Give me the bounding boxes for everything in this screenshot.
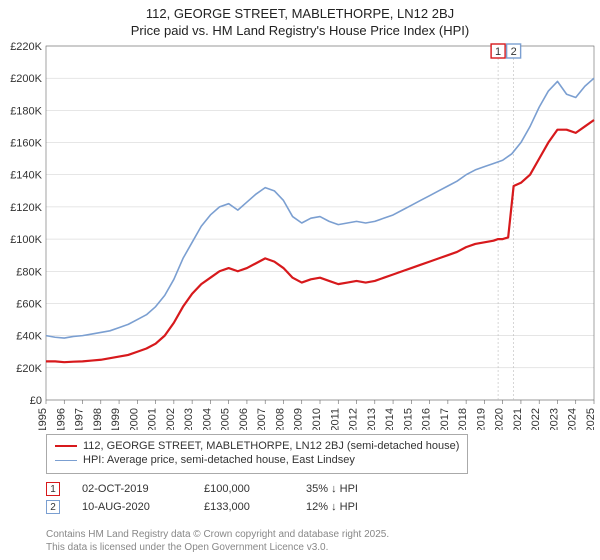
svg-text:1998: 1998 (92, 408, 104, 430)
svg-text:£200K: £200K (10, 73, 42, 85)
svg-text:1997: 1997 (74, 408, 86, 430)
svg-text:£180K: £180K (10, 105, 42, 117)
svg-text:2012: 2012 (348, 408, 360, 430)
svg-text:2004: 2004 (201, 408, 213, 430)
chart-title-line1: 112, GEORGE STREET, MABLETHORPE, LN12 2B… (0, 6, 600, 21)
svg-text:£0: £0 (30, 395, 42, 407)
chart-title-block: 112, GEORGE STREET, MABLETHORPE, LN12 2B… (0, 0, 600, 38)
legend: 112, GEORGE STREET, MABLETHORPE, LN12 2B… (46, 434, 468, 474)
legend-swatch-blue (55, 460, 77, 461)
svg-text:2024: 2024 (567, 408, 579, 430)
marker-badge-1: 1 (46, 482, 60, 496)
svg-text:2018: 2018 (457, 408, 469, 430)
legend-item-blue: HPI: Average price, semi-detached house,… (55, 453, 459, 467)
svg-text:2014: 2014 (384, 408, 396, 430)
markers-table: 1 02-OCT-2019 £100,000 35% ↓ HPI 2 10-AU… (46, 480, 386, 516)
marker-badge-2: 2 (46, 500, 60, 514)
legend-label-red: 112, GEORGE STREET, MABLETHORPE, LN12 2B… (83, 440, 459, 452)
footer-line1: Contains HM Land Registry data © Crown c… (46, 528, 389, 541)
svg-text:2008: 2008 (274, 408, 286, 430)
svg-text:2017: 2017 (439, 408, 451, 430)
svg-text:2002: 2002 (165, 408, 177, 430)
footer-line2: This data is licensed under the Open Gov… (46, 541, 389, 554)
marker-row-1: 1 02-OCT-2019 £100,000 35% ↓ HPI (46, 480, 386, 498)
svg-text:£120K: £120K (10, 202, 42, 214)
marker-row-2: 2 10-AUG-2020 £133,000 12% ↓ HPI (46, 498, 386, 516)
svg-text:2007: 2007 (256, 408, 268, 430)
legend-item-red: 112, GEORGE STREET, MABLETHORPE, LN12 2B… (55, 439, 459, 453)
chart-title-line2: Price paid vs. HM Land Registry's House … (0, 23, 600, 38)
svg-text:£40K: £40K (16, 331, 42, 343)
svg-text:2021: 2021 (512, 408, 524, 430)
svg-text:£140K: £140K (10, 170, 42, 182)
svg-text:2001: 2001 (147, 408, 159, 430)
svg-text:2011: 2011 (329, 408, 341, 430)
legend-label-blue: HPI: Average price, semi-detached house,… (83, 454, 355, 466)
legend-swatch-red (55, 445, 77, 447)
marker-price-1: £100,000 (204, 483, 284, 495)
svg-text:1999: 1999 (110, 408, 122, 430)
svg-text:£160K: £160K (10, 138, 42, 150)
svg-text:2023: 2023 (548, 408, 560, 430)
marker-date-2: 10-AUG-2020 (82, 501, 182, 513)
svg-text:2025: 2025 (585, 408, 597, 430)
svg-text:2: 2 (511, 46, 517, 58)
svg-text:2005: 2005 (220, 408, 232, 430)
svg-text:2003: 2003 (183, 408, 195, 430)
marker-hpi-2: 12% ↓ HPI (306, 501, 386, 513)
marker-price-2: £133,000 (204, 501, 284, 513)
marker-date-1: 02-OCT-2019 (82, 483, 182, 495)
svg-text:2022: 2022 (530, 408, 542, 430)
svg-text:£60K: £60K (16, 298, 42, 310)
svg-text:2015: 2015 (402, 408, 414, 430)
footer: Contains HM Land Registry data © Crown c… (46, 528, 389, 554)
svg-text:2019: 2019 (475, 408, 487, 430)
svg-text:2013: 2013 (366, 408, 378, 430)
svg-text:1: 1 (495, 46, 501, 58)
svg-text:2020: 2020 (494, 408, 506, 430)
svg-text:£220K: £220K (10, 41, 42, 53)
svg-text:£20K: £20K (16, 363, 42, 375)
svg-text:1995: 1995 (37, 408, 49, 430)
chart-area: £0 £20K £40K £60K £80K £100K £120K £140K £160K £1… (0, 40, 600, 430)
svg-text:£80K: £80K (16, 266, 42, 278)
svg-text:2000: 2000 (128, 408, 140, 430)
svg-text:£100K: £100K (10, 234, 42, 246)
svg-text:2009: 2009 (293, 408, 305, 430)
svg-text:2016: 2016 (421, 408, 433, 430)
chart-svg: £0 £20K £40K £60K £80K £100K £120K £140K £160K £1… (0, 40, 600, 430)
svg-text:2006: 2006 (238, 408, 250, 430)
marker-hpi-1: 35% ↓ HPI (306, 483, 386, 495)
svg-text:1996: 1996 (55, 408, 67, 430)
svg-text:2010: 2010 (311, 408, 323, 430)
